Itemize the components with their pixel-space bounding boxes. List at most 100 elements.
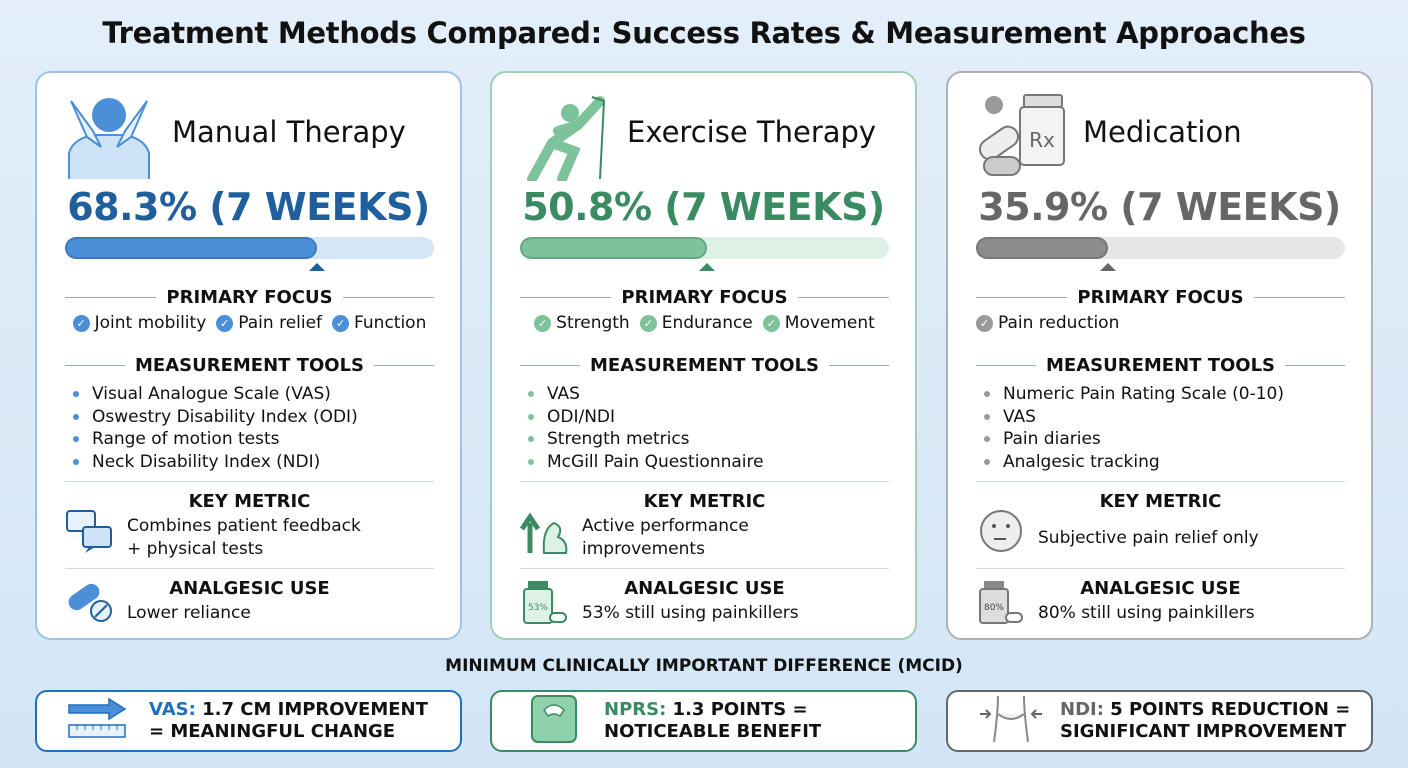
tool-label: Pain diaries [1003,429,1101,450]
bullet-icon [73,436,79,443]
check-icon: ✓ [72,314,90,332]
mcid-key: NPRS: [604,699,667,720]
focus-chip: ✓ Movement [762,313,875,333]
focus-chip: ✓ Joint mobility [72,313,207,333]
primary-focus-heading: PRIMARY FOCUS [65,287,434,308]
list-item: Visual Analogue Scale (VAS) [73,383,358,406]
mcid-box-ndi: NDI: 5 POINTS REDUCTION = SIGNIFICANT IMP… [946,690,1373,752]
focus-label: Pain relief [238,313,323,333]
key-metric-line: Combines patient feedback [127,516,361,536]
svg-text:80%: 80% [984,603,1004,613]
mcid-line1: 1.7 CM IMPROVEMENT [195,699,428,720]
mcid-title: MINIMUM CLINICALLY IMPORTANT DIFFERENCE … [445,656,963,676]
divider [65,481,434,482]
tool-label: Visual Analogue Scale (VAS) [92,384,331,405]
analgesic-use-heading: ANALGESIC USE [624,578,785,599]
progress-fill [976,237,1109,259]
tool-label: Oswestry Disability Index (ODI) [92,406,358,427]
arm-flex-arrow-icon [519,509,570,555]
bullet-icon [73,391,79,398]
check-icon: ✓ [976,314,993,332]
focus-label: Function [354,313,427,333]
massage-shoulders-icon [63,91,155,181]
list-item: ODI/NDI [528,406,764,429]
analgesic-use-text: 53% still using painkillers [582,603,799,623]
neck-icon [976,694,1046,748]
divider [976,568,1345,569]
list-item: Pain diaries [984,428,1284,451]
divider [976,481,1345,482]
primary-focus-heading: PRIMARY FOCUS [976,287,1345,308]
card-title: Medication [1083,115,1242,149]
bullet-icon [984,391,990,398]
page-title: Treatment Methods Compared: Success Rate… [102,16,1306,50]
key-metric-line: + physical tests [127,539,264,559]
bullet-icon [984,436,990,443]
card-title: Manual Therapy [172,115,406,149]
bullet-icon [528,458,534,465]
tool-label: Range of motion tests [92,429,280,450]
check-icon: ✓ [332,314,350,332]
key-metric-line: Subjective pain relief only [1038,528,1259,548]
progress-marker [699,263,716,271]
success-progress-bar [520,237,889,271]
bullet-icon [528,413,534,420]
check-icon: ✓ [762,314,780,332]
mcid-box-vas: VAS: 1.7 CM IMPROVEMENT = MEANINGFUL CHAN… [35,690,462,752]
list-item: Strength metrics [528,428,764,451]
key-metric-line: improvements [582,539,705,559]
bullet-icon [73,413,79,420]
progress-marker [1100,263,1117,271]
pills-rx-bottle-icon: Rx [974,91,1066,181]
success-rate: 50.8% (7 WEEKS) [522,185,885,229]
focus-label: Strength [556,313,630,333]
list-item: Range of motion tests [73,428,358,451]
analgesic-use-heading: ANALGESIC USE [1080,578,1241,599]
tool-label: Strength metrics [547,429,690,450]
bullet-icon [528,436,534,443]
analgesic-use-heading: ANALGESIC USE [169,578,330,599]
focus-chip: ✓ Strength [534,313,630,333]
tool-label: Analgesic tracking [1003,451,1160,472]
key-metric-text: Subjective pain relief only [1038,527,1358,550]
measurement-tools-heading: MEASUREMENT TOOLS [65,355,434,376]
check-icon: ✓ [534,314,552,332]
list-item: Numeric Pain Rating Scale (0-10) [984,383,1284,406]
tool-label: Numeric Pain Rating Scale (0-10) [1003,384,1284,405]
tool-label: ODI/NDI [547,406,616,427]
bullet-icon [984,458,990,465]
focus-label: Pain reduction [998,313,1120,333]
tool-label: Neck Disability Index (NDI) [92,451,321,472]
success-progress-bar [976,237,1345,271]
key-metric-line: Active performance [582,516,749,536]
bullet-icon [984,413,990,420]
tool-label: McGill Pain Questionnaire [547,451,764,472]
measurement-tools-list: VAS ODI/NDI Strength metrics McGill Pain Qu… [528,383,764,473]
focus-chip: ✓ Endurance [639,313,753,333]
focus-label: Endurance [661,313,753,333]
analgesic-use-text: Lower reliance [127,603,251,623]
tool-label: VAS [1003,406,1036,427]
mcid-line2: = MEANINGFUL CHANGE [149,721,396,742]
list-item: Oswestry Disability Index (ODI) [73,406,358,429]
measurement-tools-heading: MEASUREMENT TOOLS [976,355,1345,376]
progress-fill [65,237,318,259]
progress-marker [309,263,326,271]
svg-text:53%: 53% [528,603,548,613]
measurement-tools-heading: MEASUREMENT TOOLS [520,355,889,376]
check-icon: ✓ [639,314,657,332]
success-rate: 35.9% (7 WEEKS) [978,185,1341,229]
analgesic-use-text: 80% still using painkillers [1038,603,1255,623]
divider [520,568,889,569]
thinking-face-icon [976,509,1026,555]
key-metric-text: Active performance improvements [582,515,902,561]
mcid-key: VAS: [149,699,196,720]
chat-bubbles-icon [65,509,115,555]
pill-bottle-icon: 80% [976,579,1026,625]
divider [65,568,434,569]
stretching-person-icon [518,91,610,184]
focus-label: Joint mobility [94,313,207,333]
key-metric-text: Combines patient feedback + physical test… [127,515,447,561]
card-medication: Rx Medication 35.9% (7 WEEKS) PRIMARY FO… [946,71,1373,640]
mcid-line2: SIGNIFICANT IMPROVEMENT [1060,721,1347,742]
